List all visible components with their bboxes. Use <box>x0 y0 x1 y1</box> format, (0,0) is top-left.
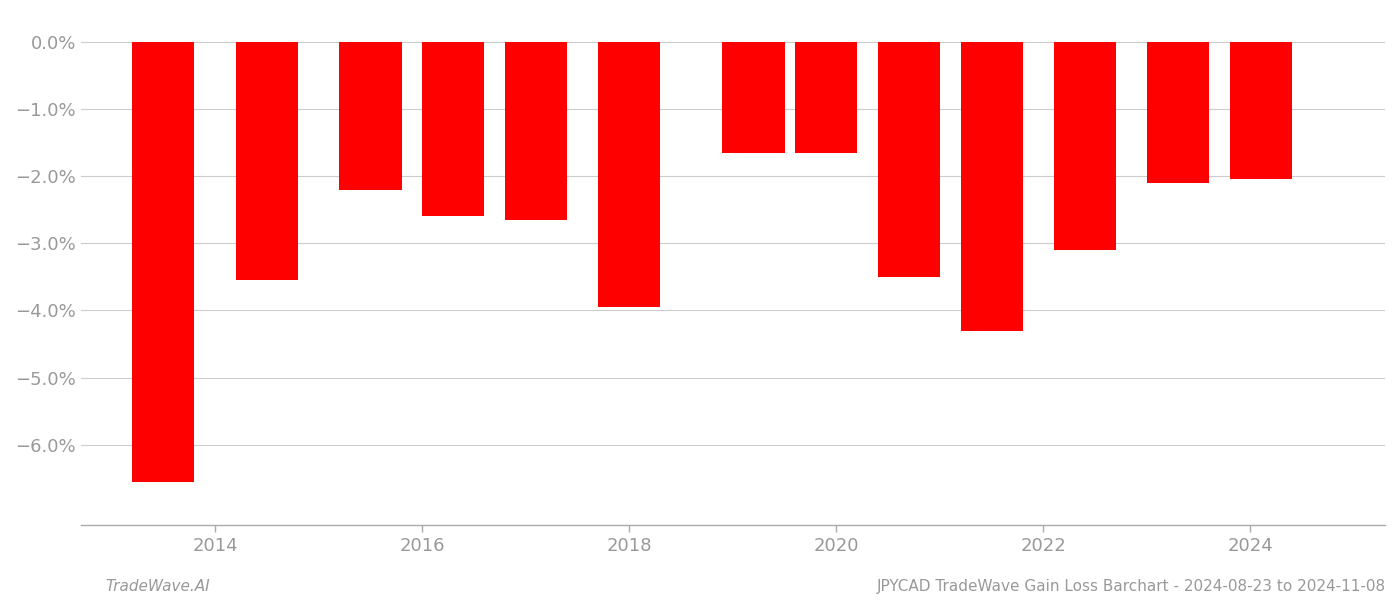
Bar <box>878 42 939 277</box>
Text: TradeWave.AI: TradeWave.AI <box>105 579 210 594</box>
Bar <box>1054 42 1116 250</box>
Bar <box>133 42 195 482</box>
Bar <box>235 42 298 280</box>
Text: JPYCAD TradeWave Gain Loss Barchart - 2024-08-23 to 2024-11-08: JPYCAD TradeWave Gain Loss Barchart - 20… <box>876 579 1386 594</box>
Bar <box>423 42 484 217</box>
Bar <box>598 42 661 307</box>
Bar <box>960 42 1022 331</box>
Bar <box>505 42 567 220</box>
Bar <box>722 42 784 152</box>
Bar <box>339 42 402 190</box>
Bar <box>795 42 857 152</box>
Bar <box>1229 42 1292 179</box>
Bar <box>1147 42 1210 183</box>
